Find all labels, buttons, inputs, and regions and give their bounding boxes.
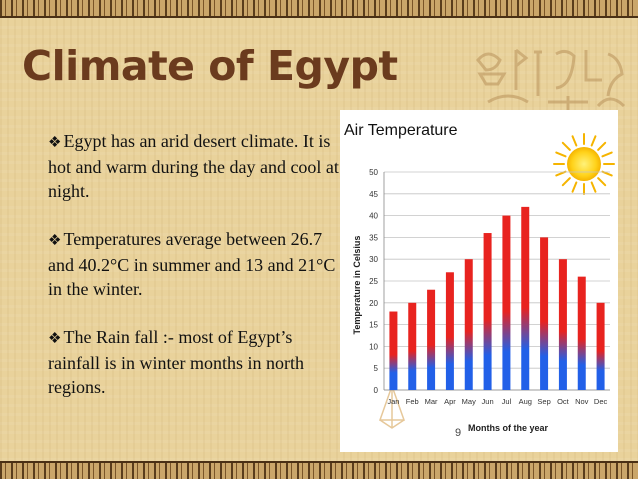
pyramid-icon [378,383,406,429]
temperature-bar [558,259,567,390]
x-tick-label: Sep [537,397,550,406]
x-tick-label: Apr [444,397,456,406]
x-tick-label: Aug [519,397,532,406]
temperature-bar [408,302,417,390]
y-tick-label: 20 [369,299,378,308]
x-tick-label: Mar [425,397,438,406]
y-tick-label: 10 [369,342,378,351]
diamond-bullet-icon: ❖ [48,135,62,151]
y-tick-label: 15 [369,321,378,330]
temperature-bar [483,233,492,390]
sun-icon [553,133,615,195]
x-tick-label: Dec [594,397,608,406]
temperature-bar [389,311,398,390]
temperature-bar [540,237,549,390]
y-tick-label: 40 [369,212,378,221]
top-decorative-border [0,0,638,18]
temperature-bar [427,289,436,390]
temperature-bar [577,276,586,390]
bullet-text: The Rain fall :- most of Egypt’s rainfal… [48,327,304,397]
y-tick-label: 50 [369,168,378,177]
y-axis-label: Temperature in Celsius [352,236,362,335]
diamond-bullet-icon: ❖ [48,233,62,249]
x-tick-label: Jul [502,397,512,406]
chart-title: Air Temperature [344,122,458,139]
bullet-text: Temperatures average between 26.7 and 40… [48,229,336,299]
temperature-bar [464,259,473,390]
bullet-item: ❖ Temperatures average between 26.7 and 4… [48,227,348,301]
x-axis-label: Months of the year [468,423,549,433]
bullet-item: ❖ Egypt has an arid desert climate. It is… [48,129,348,203]
diamond-bullet-icon: ❖ [48,331,62,347]
temperature-bar-chart: Air Temperature 0 5 10 15 20 25 30 35 40 45 50 Jan F… [344,122,615,433]
temperature-bar [596,302,605,390]
y-tick-label: 35 [369,233,378,242]
y-tick-label: 45 [369,190,378,199]
x-tick-label: Nov [575,397,589,406]
y-tick-label: 5 [374,364,379,373]
x-tick-label: Jan [387,397,399,406]
page-number: 9 [455,427,462,439]
bottom-decorative-border [0,461,638,479]
slide-title: Climate of Egypt [22,42,398,90]
temperature-bar [521,206,530,390]
temperature-chart-panel: Air Temperature 0 5 10 15 20 25 30 35 40 45 50 Jan F… [340,110,618,452]
bullet-item: ❖ The Rain fall :- most of Egypt’s rainfa… [48,325,348,399]
x-tick-label: May [462,397,476,406]
hieroglyph-decoration-icon [476,48,626,110]
temperature-bar [502,215,511,390]
y-tick-label: 30 [369,255,378,264]
bullet-text: Egypt has an arid desert climate. It is … [48,131,339,201]
bullet-list: ❖ Egypt has an arid desert climate. It is… [48,129,348,423]
x-tick-label: Feb [406,397,419,406]
temperature-bar [445,272,454,390]
x-tick-label: Oct [557,397,570,406]
y-tick-label: 25 [369,277,378,286]
y-tick-label: 0 [374,386,379,395]
x-tick-label: Jun [482,397,494,406]
